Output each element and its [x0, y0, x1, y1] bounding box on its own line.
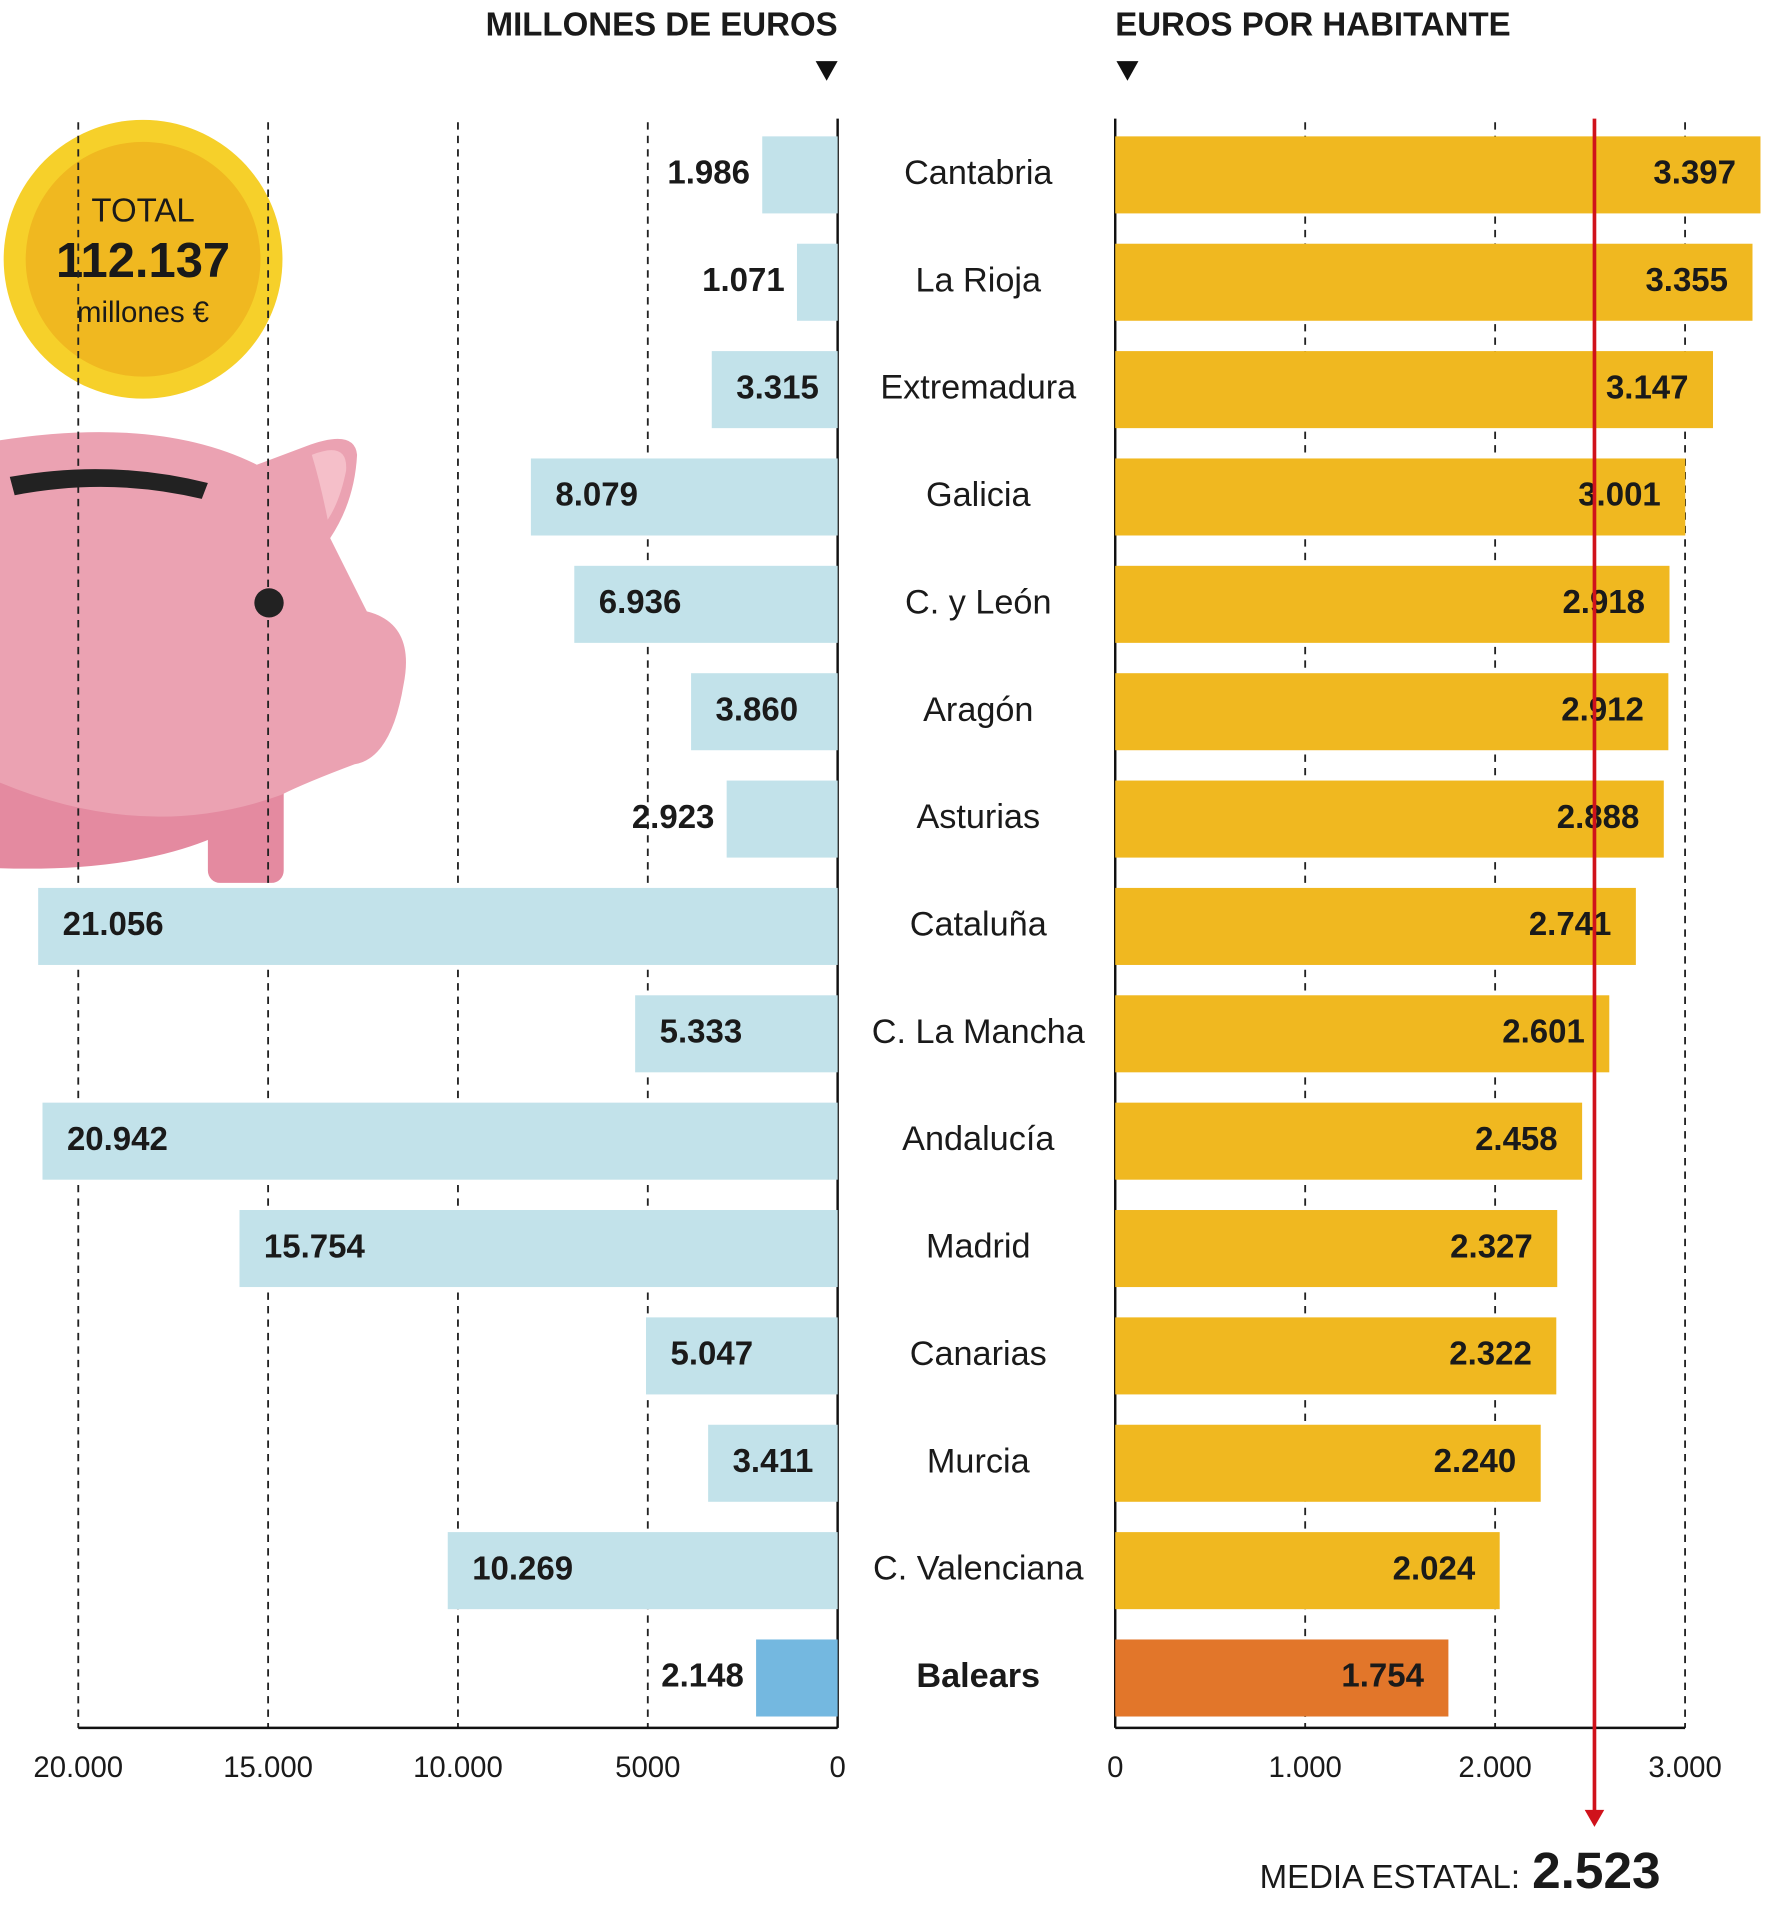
total-coin — [3, 119, 283, 399]
category-label: Galicia — [926, 476, 1032, 514]
bar — [1115, 1102, 1583, 1180]
bar — [1115, 1210, 1558, 1288]
category-label: Cantabria — [904, 154, 1053, 192]
right-title: EUROS POR HABITANTE — [1115, 6, 1510, 43]
category-label: Cataluña — [910, 905, 1048, 943]
bar — [1115, 887, 1636, 965]
value-label: 8.079 — [555, 476, 638, 513]
category-label: Extremadura — [880, 369, 1077, 407]
value-label: 3.315 — [736, 368, 819, 405]
bar — [646, 1317, 838, 1395]
left-title: MILLONES DE EUROS — [486, 6, 838, 43]
bar — [1115, 673, 1669, 751]
category-label: Balears — [916, 1657, 1040, 1695]
reference-value: 2.523 — [1532, 1842, 1661, 1899]
x-tick-label: 0 — [829, 1751, 845, 1784]
right-title-arrow — [1116, 61, 1139, 81]
bar — [756, 1639, 838, 1717]
category-label: C. y León — [905, 583, 1051, 621]
x-tick-label: 2.000 — [1458, 1751, 1531, 1784]
bar — [691, 673, 838, 751]
total-value: 112.137 — [56, 234, 230, 288]
value-label: 10.269 — [472, 1549, 573, 1586]
value-label: 2.240 — [1434, 1442, 1517, 1479]
category-label: Madrid — [926, 1228, 1031, 1266]
value-label: 2.148 — [661, 1657, 744, 1694]
bar — [1115, 780, 1664, 858]
value-label: 2.601 — [1502, 1013, 1585, 1050]
value-label: 3.001 — [1578, 476, 1661, 513]
bar — [1115, 1639, 1449, 1717]
value-label: 3.397 — [1653, 154, 1736, 191]
value-label: 3.355 — [1645, 261, 1728, 298]
category-label: Murcia — [927, 1442, 1031, 1480]
bar — [1115, 136, 1761, 214]
total-label: TOTAL — [91, 192, 194, 229]
value-label: 1.071 — [702, 261, 785, 298]
total-unit: millones € — [77, 296, 209, 329]
value-label: 2.888 — [1557, 798, 1640, 835]
value-label: 2.918 — [1562, 583, 1645, 620]
value-label: 2.923 — [632, 798, 715, 835]
bar — [42, 1102, 838, 1180]
value-label: 3.860 — [716, 690, 799, 727]
category-label: Canarias — [910, 1335, 1047, 1373]
value-label: 2.912 — [1561, 690, 1644, 727]
bar — [635, 995, 838, 1073]
bar — [447, 1532, 838, 1610]
bar — [1115, 1424, 1541, 1502]
reference-arrow — [1584, 1809, 1605, 1827]
category-label: La Rioja — [915, 261, 1042, 299]
value-label: 2.327 — [1450, 1227, 1533, 1264]
bar — [762, 136, 838, 214]
x-tick-label: 15.000 — [223, 1751, 313, 1784]
value-label: 5.047 — [670, 1335, 753, 1372]
value-label: 3.147 — [1606, 368, 1689, 405]
value-label: 21.056 — [63, 905, 164, 942]
category-label: C. La Mancha — [872, 1013, 1086, 1051]
x-tick-label: 10.000 — [413, 1751, 503, 1784]
x-tick-label: 1.000 — [1268, 1751, 1341, 1784]
x-tick-label: 3.000 — [1648, 1751, 1721, 1784]
x-tick-label: 20.000 — [33, 1751, 123, 1784]
left-title-arrow — [815, 61, 838, 81]
bar — [530, 458, 838, 536]
value-label: 6.936 — [599, 583, 682, 620]
bar — [711, 351, 838, 429]
category-label: Andalucía — [902, 1120, 1055, 1158]
category-label: Asturias — [916, 798, 1040, 836]
bar — [1115, 243, 1753, 321]
bar — [1115, 995, 1610, 1073]
bar — [38, 887, 838, 965]
value-label: 1.754 — [1341, 1657, 1424, 1694]
x-tick-label: 5000 — [615, 1751, 680, 1784]
piggy-bank — [0, 432, 406, 883]
bar — [574, 565, 838, 643]
x-tick-label: 0 — [1107, 1751, 1123, 1784]
bar — [239, 1210, 838, 1288]
category-label: C. Valenciana — [873, 1550, 1084, 1588]
bar — [1115, 1532, 1500, 1610]
value-label: 2.024 — [1393, 1549, 1476, 1586]
value-label: 2.741 — [1529, 905, 1612, 942]
value-label: 5.333 — [660, 1013, 743, 1050]
value-label: 1.986 — [667, 154, 750, 191]
value-label: 3.411 — [733, 1442, 814, 1479]
bar — [1115, 351, 1713, 429]
bar — [796, 243, 838, 321]
bar — [708, 1424, 838, 1502]
reference-label: MEDIA ESTATAL: — [1260, 1858, 1520, 1895]
value-label: 2.322 — [1449, 1335, 1532, 1372]
bar — [1115, 1317, 1557, 1395]
category-label: Aragón — [923, 691, 1033, 729]
value-label: 15.754 — [264, 1227, 366, 1264]
bar — [726, 780, 838, 858]
value-label: 2.458 — [1475, 1120, 1558, 1157]
value-label: 20.942 — [67, 1120, 168, 1157]
bar — [1115, 565, 1670, 643]
bar — [1115, 458, 1686, 536]
